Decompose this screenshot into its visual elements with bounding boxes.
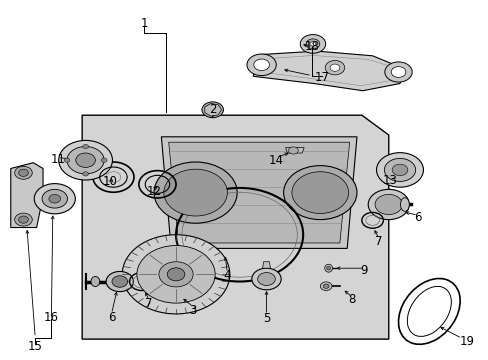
Polygon shape [253,51,404,91]
Circle shape [391,164,407,176]
Circle shape [19,216,28,223]
Polygon shape [168,142,349,243]
Text: 5: 5 [262,312,270,325]
Circle shape [15,166,32,179]
Circle shape [82,172,88,176]
Circle shape [19,169,28,176]
Text: 4: 4 [223,269,231,282]
Circle shape [49,194,61,203]
Text: 11: 11 [50,153,65,166]
Circle shape [325,60,344,75]
Circle shape [390,67,405,77]
Circle shape [101,158,107,162]
Text: 1: 1 [140,17,148,30]
Circle shape [34,184,75,214]
Circle shape [167,268,184,281]
Circle shape [253,59,269,71]
Text: 13: 13 [382,174,397,186]
Circle shape [15,213,32,226]
Ellipse shape [400,198,408,211]
Ellipse shape [91,276,100,287]
Text: 6: 6 [107,311,115,324]
Circle shape [376,153,423,187]
Circle shape [374,194,402,215]
Ellipse shape [324,264,332,272]
Circle shape [112,276,127,287]
Text: 17: 17 [314,71,328,84]
Circle shape [309,42,315,46]
Polygon shape [161,137,356,248]
Polygon shape [285,148,304,153]
Circle shape [320,282,331,291]
Text: 15: 15 [28,340,42,353]
Text: 14: 14 [268,154,283,167]
Text: 8: 8 [347,293,355,306]
Circle shape [384,62,411,82]
Polygon shape [204,103,221,116]
Text: 2: 2 [208,103,216,116]
Circle shape [76,153,95,167]
Circle shape [154,162,237,223]
Text: 10: 10 [102,175,117,188]
Circle shape [67,147,104,174]
Text: 9: 9 [360,264,367,277]
Ellipse shape [326,266,330,270]
Circle shape [202,102,223,118]
Polygon shape [262,262,270,268]
Circle shape [288,147,298,154]
Circle shape [106,271,133,292]
Circle shape [305,39,319,49]
Circle shape [159,262,193,287]
Text: 7: 7 [374,235,382,248]
Circle shape [64,158,70,162]
Circle shape [82,144,88,149]
Circle shape [323,284,328,288]
Circle shape [251,268,281,290]
Polygon shape [11,163,43,228]
Circle shape [246,54,276,76]
Circle shape [283,166,356,220]
Circle shape [257,273,275,285]
Text: 19: 19 [459,335,473,348]
Circle shape [329,64,339,71]
Text: 12: 12 [146,185,161,198]
Circle shape [122,235,229,314]
Text: 7: 7 [145,297,153,310]
Text: 3: 3 [189,304,197,317]
Circle shape [367,189,408,220]
Polygon shape [82,115,388,339]
Circle shape [42,189,67,208]
Text: 18: 18 [304,40,319,53]
Circle shape [137,246,215,303]
Circle shape [300,35,325,53]
Circle shape [291,172,348,213]
Circle shape [59,140,112,180]
Text: 16: 16 [44,311,59,324]
Text: 6: 6 [413,211,421,224]
Circle shape [163,169,227,216]
Circle shape [384,158,415,181]
